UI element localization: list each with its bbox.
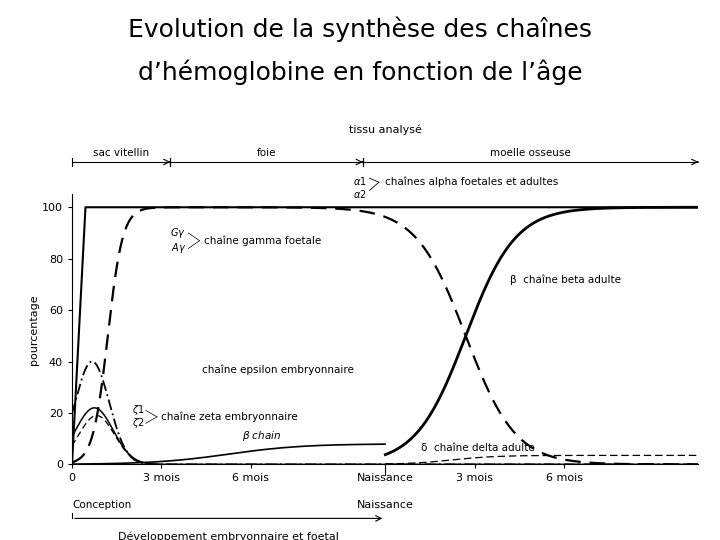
Text: Conception: Conception <box>72 500 131 510</box>
Text: δ  chaîne delta adulte: δ chaîne delta adulte <box>421 443 535 453</box>
Text: tissu analysé: tissu analysé <box>348 125 422 135</box>
Text: chaîne gamma foetale: chaîne gamma foetale <box>204 235 321 246</box>
Text: chaîne zeta embryonnaire: chaîne zeta embryonnaire <box>161 411 298 422</box>
Text: $G\gamma$: $G\gamma$ <box>171 226 186 240</box>
Text: d’hémoglobine en fonction de l’âge: d’hémoglobine en fonction de l’âge <box>138 59 582 85</box>
Text: chaîne epsilon embryonnaire: chaîne epsilon embryonnaire <box>202 364 354 375</box>
Text: $\alpha$1: $\alpha$1 <box>353 176 366 187</box>
Text: Développement embryonnaire et foetal: Développement embryonnaire et foetal <box>118 532 339 540</box>
Text: $\zeta$1: $\zeta$1 <box>132 403 145 417</box>
Text: foie: foie <box>257 148 276 158</box>
Text: Naissance: Naissance <box>357 500 413 510</box>
Text: β  chaîne beta adulte: β chaîne beta adulte <box>510 274 621 285</box>
Text: $\alpha$2: $\alpha$2 <box>353 187 366 200</box>
Text: sac vitellin: sac vitellin <box>93 148 149 158</box>
Text: $\zeta$2: $\zeta$2 <box>132 416 145 430</box>
Text: $\beta$ chain: $\beta$ chain <box>242 429 282 443</box>
Y-axis label: pourcentage: pourcentage <box>30 294 39 364</box>
Text: chaînes alpha foetales et adultes: chaînes alpha foetales et adultes <box>385 177 559 187</box>
Text: Evolution de la synthèse des chaînes: Evolution de la synthèse des chaînes <box>128 16 592 42</box>
Text: moelle osseuse: moelle osseuse <box>490 148 571 158</box>
Text: $A\gamma$: $A\gamma$ <box>171 241 186 255</box>
